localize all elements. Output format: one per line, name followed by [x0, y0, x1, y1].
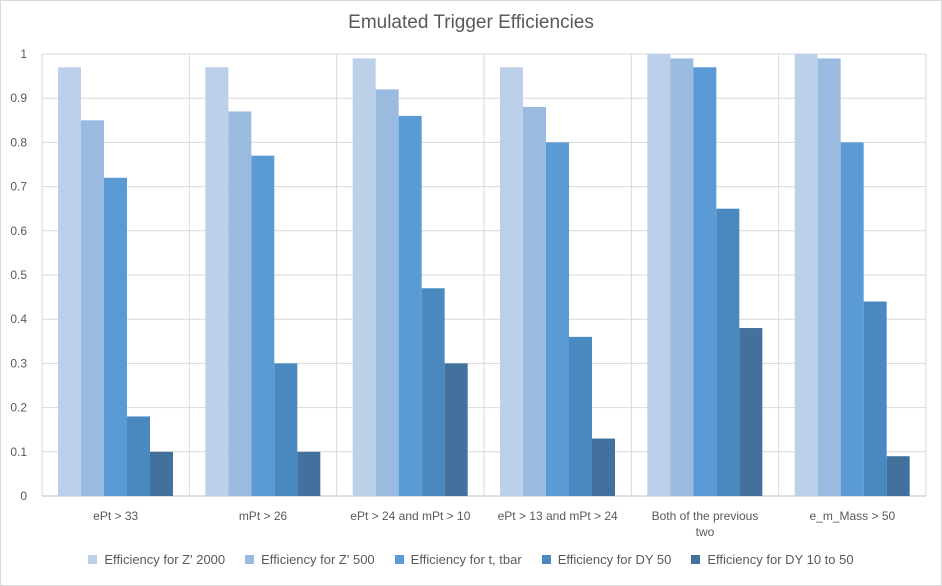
bar [205, 67, 229, 496]
bar [375, 89, 399, 497]
bar [274, 363, 298, 496]
bar [693, 67, 717, 496]
y-tick-label: 1 [20, 47, 27, 61]
bar [523, 107, 546, 496]
legend-label: Efficiency for DY 50 [557, 552, 672, 567]
bar [794, 54, 818, 496]
bar [592, 438, 615, 496]
legend-swatch [394, 555, 404, 564]
bar [546, 142, 569, 496]
bar [500, 67, 523, 496]
bar [840, 142, 864, 496]
legend-label: Efficiency for Z' 500 [261, 552, 375, 567]
bar [58, 67, 81, 496]
bar [398, 115, 422, 496]
y-tick-label: 0.3 [10, 356, 27, 370]
bar [352, 58, 376, 497]
bar [716, 208, 740, 496]
y-tick-label: 0.8 [10, 135, 27, 149]
legend-swatch [691, 555, 701, 564]
bar [863, 301, 887, 496]
legend-label: Efficiency for Z' 2000 [104, 552, 226, 567]
bar [81, 120, 104, 497]
legend-item: Efficiency for DY 10 to 50 [691, 552, 854, 567]
legend-item: Efficiency for Z' 2000 [88, 552, 225, 567]
bar [670, 58, 694, 497]
y-tick-label: 0.2 [10, 401, 27, 415]
bar [127, 416, 150, 496]
bar [421, 288, 445, 496]
chart-title: Emulated Trigger Efficiencies [348, 12, 594, 33]
bar [647, 54, 671, 496]
x-category-label: ePt > 24 and mPt > 10 [350, 509, 470, 523]
x-category-label: two [696, 525, 715, 539]
legend-swatch [245, 555, 255, 564]
y-tick-label: 0.5 [10, 268, 27, 282]
y-tick-label: 0.1 [10, 445, 27, 459]
legend-label: Efficiency for t, tbar [410, 552, 522, 567]
bar [251, 155, 275, 496]
legend-item: Efficiency for t, tbar [394, 552, 522, 567]
y-tick-label: 0.6 [10, 224, 27, 238]
legend-item: Efficiency for DY 50 [541, 552, 672, 567]
chart-legend: Efficiency for Z' 2000 Efficiency for Z' … [0, 552, 942, 567]
bar [297, 451, 321, 496]
legend-swatch [541, 555, 551, 564]
x-category-label: Both of the previous [652, 509, 759, 523]
bar [150, 451, 173, 496]
x-category-label: ePt > 33 [93, 509, 138, 523]
bar [104, 177, 127, 496]
x-category-label: mPt > 26 [239, 509, 288, 523]
y-tick-label: 0.7 [10, 180, 27, 194]
bar [444, 363, 468, 496]
bar [886, 456, 910, 496]
y-tick-label: 0.9 [10, 91, 27, 105]
bar [228, 111, 252, 497]
bar [739, 328, 763, 496]
bar [569, 336, 592, 496]
x-category-label: ePt > 13 and mPt > 24 [498, 509, 618, 523]
bar [817, 58, 841, 497]
legend-label: Efficiency for DY 10 to 50 [707, 552, 854, 567]
y-tick-label: 0.4 [10, 312, 27, 326]
y-tick-label: 0 [20, 489, 27, 503]
legend-item: Efficiency for Z' 500 [245, 552, 375, 567]
x-category-label: e_m_Mass > 50 [809, 509, 895, 523]
legend-swatch [88, 555, 98, 564]
